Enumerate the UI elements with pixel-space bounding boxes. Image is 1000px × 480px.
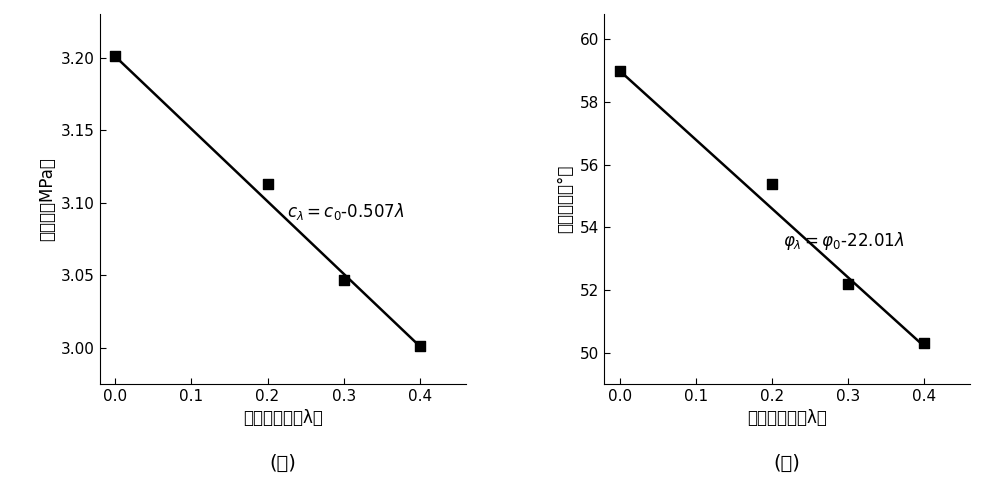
X-axis label: 节理连通率（λ）: 节理连通率（λ）: [243, 409, 323, 427]
Point: [916, 339, 932, 347]
Text: $c_\lambda=c_0$-0.507$\lambda$: $c_\lambda=c_0$-0.507$\lambda$: [287, 201, 404, 222]
Point: [412, 342, 428, 350]
Y-axis label: 内摩擦角（°）: 内摩擦角（°）: [557, 165, 575, 233]
Point: [336, 276, 352, 284]
Point: [764, 180, 780, 187]
Y-axis label: 粘聺力（MPa）: 粘聺力（MPa）: [38, 157, 56, 241]
Text: $\varphi_\lambda=\varphi_0$-22.01$\lambda$: $\varphi_\lambda=\varphi_0$-22.01$\lambd…: [783, 230, 905, 252]
Point: [612, 67, 628, 74]
Point: [260, 180, 276, 188]
Text: (ａ): (ａ): [269, 454, 296, 473]
Text: (ｂ): (ｂ): [774, 454, 801, 473]
Point: [840, 280, 856, 288]
Point: [107, 53, 123, 60]
X-axis label: 节理连通率（λ）: 节理连通率（λ）: [747, 409, 827, 427]
